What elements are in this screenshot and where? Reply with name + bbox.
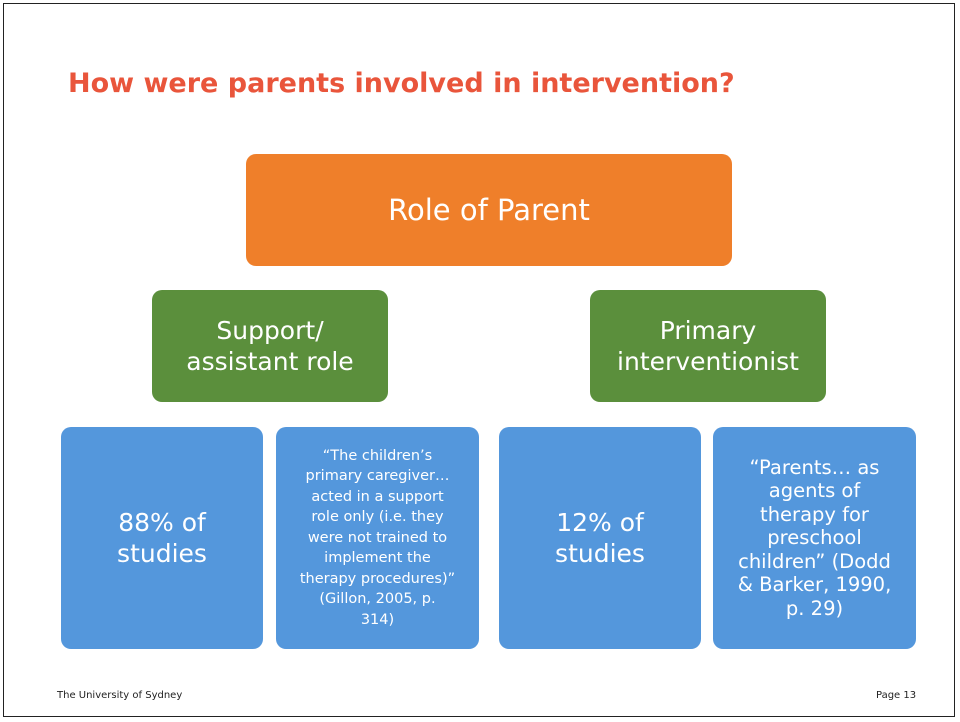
node-text-line: studies: [555, 539, 645, 568]
role-node: Primary interventionist: [590, 290, 826, 402]
node-text-line: were not trained to: [307, 529, 448, 546]
footer-right: Page 13: [876, 690, 917, 701]
node-text-line: Role of Parent: [388, 193, 590, 227]
quote-node: “The children’s primary caregiver… acted i…: [276, 427, 479, 649]
role-node: Support/assistant role: [152, 290, 388, 402]
quote-node: “Parents… as agents of therapy for preschoo…: [713, 427, 916, 649]
node-text-line: Primary: [659, 316, 757, 345]
node-text-line: implement the: [324, 550, 431, 567]
node-text-line: p. 29): [785, 596, 844, 620]
node-text-line: “Parents… as: [749, 455, 880, 479]
node-text-line: & Barker, 1990,: [737, 573, 892, 597]
node-text-line: role only (i.e. they: [311, 509, 444, 526]
node-text-line: (Gillon, 2005, p.: [319, 591, 436, 608]
node-text-line: preschool: [767, 526, 862, 550]
node-text-line: interventionist: [617, 347, 799, 376]
node-text-line: 12% of: [556, 508, 644, 537]
node-text-line: children” (Dodd: [738, 549, 891, 573]
slide-title: How were parents involved in interventio…: [68, 68, 735, 99]
node-text-line: 314): [360, 611, 395, 628]
node-text-line: Support/: [216, 316, 324, 345]
slide: How were parents involved in interventio…: [3, 3, 955, 717]
root-node: Role of Parent: [246, 154, 732, 266]
node-text-line: agents of: [768, 479, 861, 503]
node-text-line: 88% of: [118, 508, 206, 537]
footer-left: The University of Sydney: [57, 690, 183, 701]
node-text-line: “The children’s: [322, 447, 433, 464]
stat-node: 88% of studies: [61, 427, 263, 649]
node-text-line: therapy for: [760, 502, 869, 526]
stat-node: 12% of studies: [499, 427, 701, 649]
node-text-line: therapy procedures)”: [299, 570, 456, 587]
node-text-line: assistant role: [186, 347, 354, 376]
node-text-line: studies: [117, 539, 207, 568]
node-text-line: acted in a support: [311, 488, 444, 505]
node-text-line: primary caregiver…: [305, 468, 450, 485]
